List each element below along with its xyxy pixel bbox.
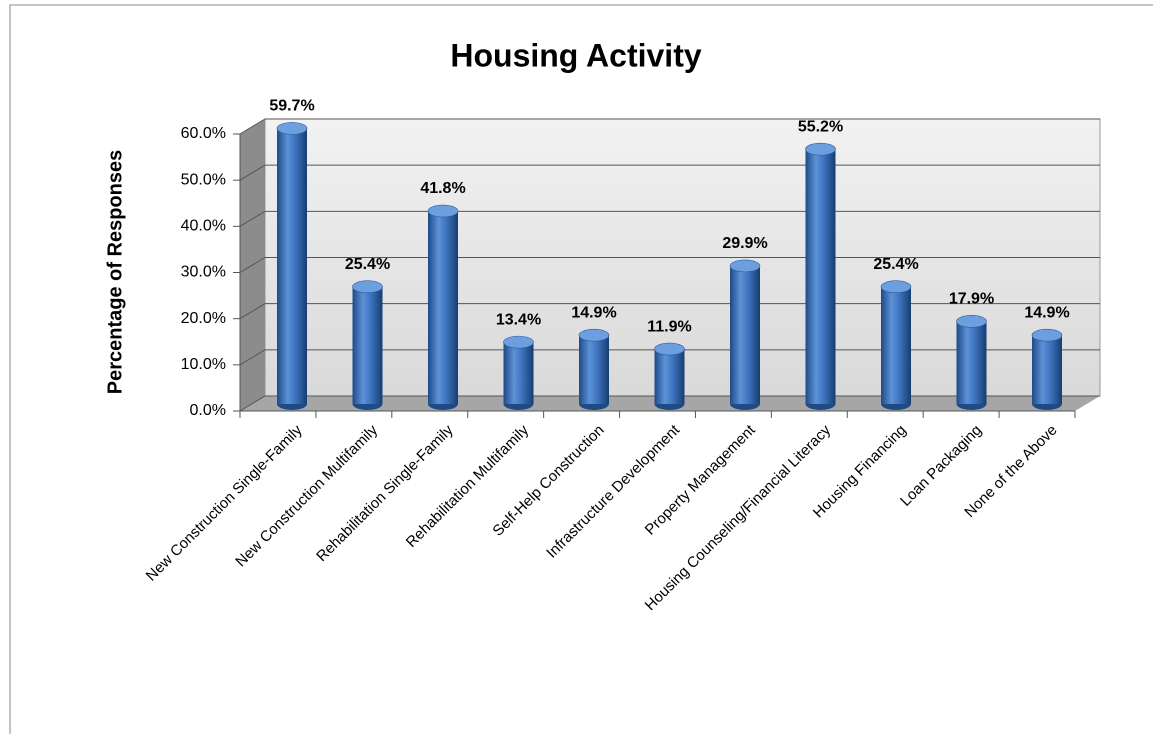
bar-top — [880, 280, 912, 294]
bar-top — [503, 335, 534, 349]
y-tick-label: 0.0% — [190, 402, 226, 419]
bar — [579, 335, 609, 404]
bar — [277, 128, 307, 404]
y-axis-label: Percentage of Responses — [104, 150, 126, 395]
bar-top — [805, 142, 836, 156]
data-label: 55.2% — [798, 118, 843, 135]
bar-top — [729, 259, 761, 273]
bar — [881, 286, 911, 404]
data-label: 29.9% — [722, 235, 767, 252]
bar-top — [352, 280, 383, 294]
grid-line — [239, 118, 1100, 135]
bar-top — [956, 315, 987, 328]
data-label: 14.9% — [571, 304, 616, 321]
bar — [1032, 335, 1062, 404]
data-label: 17.9% — [949, 291, 994, 308]
data-label: 14.9% — [1024, 304, 1069, 321]
bar-top — [427, 204, 459, 218]
y-tick-label: 30.0% — [181, 264, 226, 281]
y-tick-label: 20.0% — [181, 310, 226, 327]
bar-top — [1031, 328, 1063, 342]
data-label: 59.7% — [269, 98, 314, 115]
data-label: 25.4% — [873, 256, 918, 273]
data-label: 25.4% — [345, 256, 390, 273]
y-tick-label: 40.0% — [181, 218, 226, 235]
bar-top — [578, 328, 610, 342]
bar — [805, 149, 836, 404]
y-tick-label: 60.0% — [181, 125, 226, 142]
y-tick-label: 10.0% — [181, 356, 226, 373]
data-label: 11.9% — [647, 318, 691, 335]
bar-top — [276, 122, 308, 135]
bar — [503, 342, 534, 404]
bar — [956, 321, 987, 404]
data-label: 41.8% — [420, 180, 465, 197]
y-tick-label: 50.0% — [181, 171, 226, 188]
bar — [730, 265, 760, 404]
chart-title: Housing Activity — [450, 37, 701, 73]
bar — [352, 286, 383, 404]
bar-top — [654, 342, 685, 356]
bar — [654, 349, 685, 404]
bar — [428, 211, 458, 404]
data-label: 13.4% — [496, 311, 541, 328]
